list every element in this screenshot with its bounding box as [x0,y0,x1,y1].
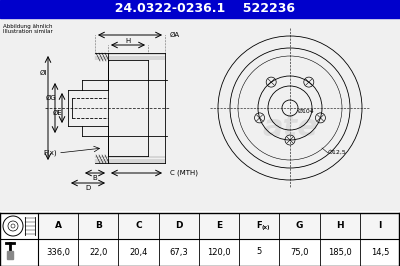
Text: 67,3: 67,3 [170,247,188,256]
Text: 20,4: 20,4 [129,247,148,256]
Text: 336,0: 336,0 [46,247,70,256]
Text: Ø104: Ø104 [298,109,315,114]
Text: 75,0: 75,0 [290,247,309,256]
Bar [7,251,13,259]
Text: A: A [55,222,62,231]
Text: ØI: ØI [39,70,47,76]
Text: 5: 5 [256,247,262,256]
Bar [0,213,400,265]
Text: ate: ate [262,114,318,143]
Bar [38,213,400,239]
Text: ØA: ØA [170,32,180,38]
Text: 24.0322-0236.1    522236: 24.0322-0236.1 522236 [106,2,294,15]
Bar [0,0,400,18]
Text: 120,0: 120,0 [207,247,231,256]
Text: H: H [336,222,344,231]
Text: C: C [135,222,142,231]
Text: F(x): F(x) [43,150,57,156]
Text: 185,0: 185,0 [328,247,352,256]
Text: F: F [256,222,262,231]
Text: D: D [175,222,182,231]
Text: H: H [125,38,131,44]
Text: G: G [296,222,303,231]
Text: C (MTH): C (MTH) [170,170,198,176]
Text: Ò12,5: Ò12,5 [328,150,347,156]
Text: (x): (x) [261,225,270,230]
Text: Abbildung ähnlich: Abbildung ähnlich [3,24,52,29]
Text: 22,0: 22,0 [89,247,108,256]
Bar [0,18,400,210]
Text: E: E [216,222,222,231]
Text: ØG: ØG [46,95,56,101]
Text: I: I [378,222,382,231]
Text: ØE: ØE [53,110,63,116]
Text: B: B [95,222,102,231]
Text: 14,5: 14,5 [371,247,389,256]
Text: D: D [85,185,91,191]
Text: Illustration similar: Illustration similar [3,29,53,34]
Text: B: B [93,175,97,181]
